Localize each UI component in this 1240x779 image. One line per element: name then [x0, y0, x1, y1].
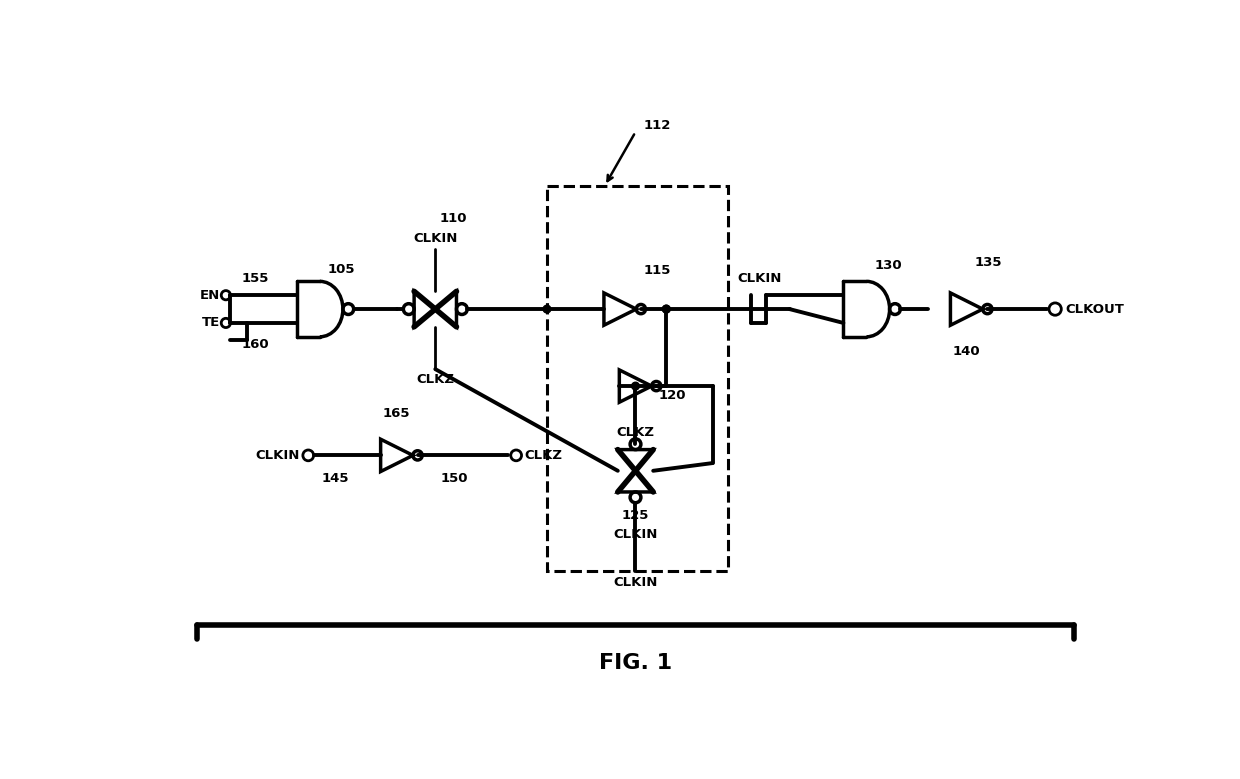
Text: FIG. 1: FIG. 1	[599, 654, 672, 673]
Circle shape	[662, 305, 670, 313]
Text: CLKOUT: CLKOUT	[1065, 302, 1123, 315]
Text: CLKIN: CLKIN	[413, 232, 458, 245]
Text: 110: 110	[439, 212, 466, 224]
Circle shape	[631, 382, 640, 390]
Text: 150: 150	[440, 472, 469, 485]
Text: 145: 145	[321, 472, 348, 485]
Text: 125: 125	[621, 509, 650, 522]
Text: 115: 115	[644, 264, 671, 277]
Text: EN: EN	[200, 289, 219, 301]
Text: CLKIN: CLKIN	[255, 449, 300, 462]
Circle shape	[662, 305, 670, 313]
Text: 160: 160	[242, 338, 269, 351]
Text: 105: 105	[327, 263, 355, 277]
Text: 155: 155	[242, 272, 269, 285]
Text: 130: 130	[874, 259, 901, 273]
Text: 120: 120	[658, 389, 686, 402]
Text: CLKZ: CLKZ	[417, 373, 454, 386]
Text: 165: 165	[383, 407, 410, 420]
Text: 112: 112	[644, 119, 671, 132]
Text: TE: TE	[201, 316, 219, 330]
Text: 135: 135	[975, 256, 1002, 270]
Text: CLKZ: CLKZ	[525, 449, 563, 462]
Text: CLKIN: CLKIN	[614, 576, 657, 589]
Text: 140: 140	[952, 345, 981, 358]
Circle shape	[543, 305, 551, 313]
Text: CLKIN: CLKIN	[614, 528, 657, 541]
Text: CLKIN: CLKIN	[738, 272, 781, 285]
Text: CLKZ: CLKZ	[616, 426, 655, 439]
